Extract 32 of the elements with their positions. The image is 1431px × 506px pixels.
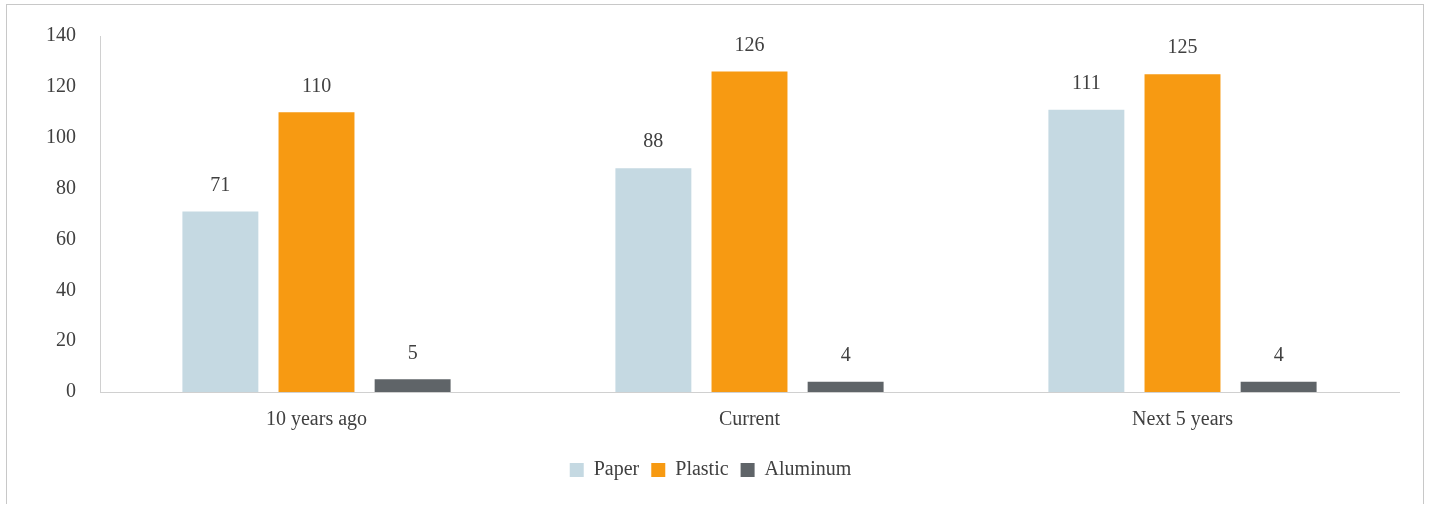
data-label: 125 xyxy=(1167,35,1198,58)
y-tick-label: 120 xyxy=(46,74,76,97)
legend-label: Plastic xyxy=(675,457,729,480)
y-tick-label: 40 xyxy=(56,277,76,300)
bar xyxy=(182,211,259,392)
y-tick-label: 80 xyxy=(56,175,76,198)
y-tick-label: 140 xyxy=(46,23,76,46)
bar xyxy=(615,168,692,392)
data-label: 4 xyxy=(1273,343,1284,366)
data-label: 5 xyxy=(407,340,418,363)
data-label: 110 xyxy=(301,73,332,96)
bar xyxy=(278,112,355,392)
data-label: 71 xyxy=(210,172,231,195)
y-tick-label: 100 xyxy=(46,124,76,147)
x-tick-label: 10 years ago xyxy=(265,407,368,431)
data-label: 126 xyxy=(734,32,765,55)
bar xyxy=(1048,109,1125,392)
x-tick-label: Next 5 years xyxy=(1131,407,1234,431)
bar xyxy=(807,381,884,392)
legend-label: Paper xyxy=(593,457,640,481)
data-label: 4 xyxy=(840,343,851,366)
y-tick-label: 0 xyxy=(66,379,76,402)
x-tick-label: Current xyxy=(718,407,781,430)
legend-label: Aluminum xyxy=(764,457,852,480)
bar xyxy=(1240,381,1317,392)
y-tick-label: 20 xyxy=(56,328,76,351)
y-tick-label: 60 xyxy=(56,226,76,249)
data-label: 88 xyxy=(643,129,664,152)
data-label: 111 xyxy=(1072,70,1101,93)
bar xyxy=(711,71,788,392)
bar xyxy=(1144,74,1221,392)
bar xyxy=(374,379,451,392)
